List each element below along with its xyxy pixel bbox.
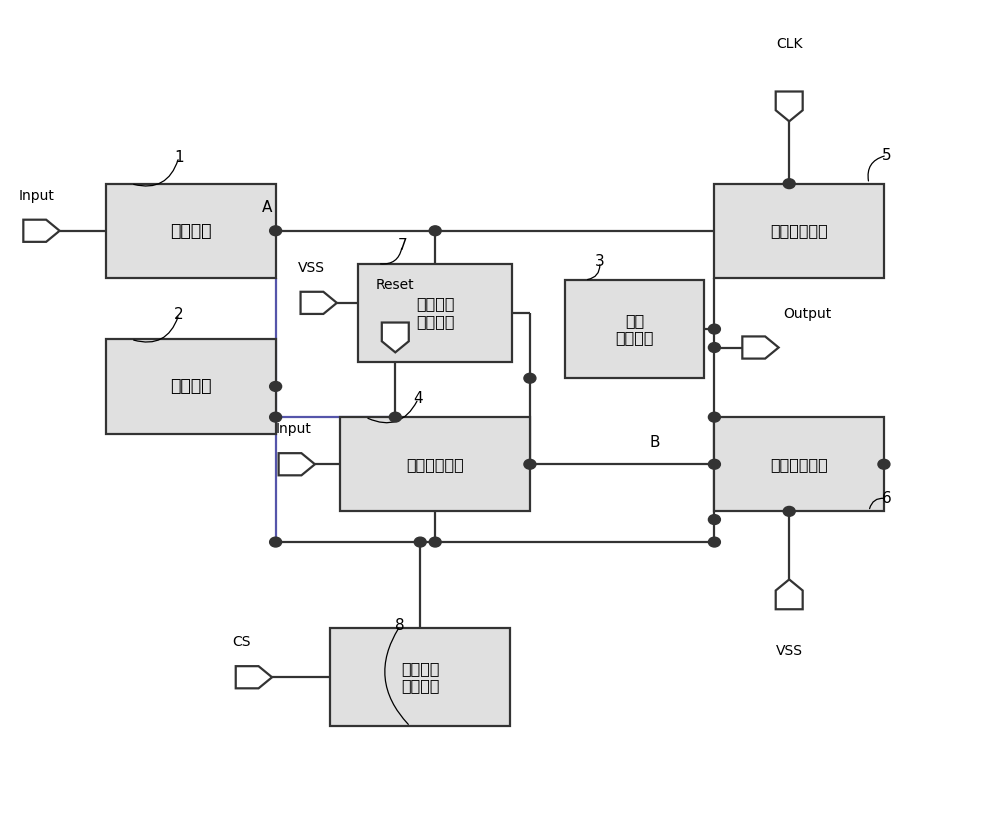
Circle shape xyxy=(270,412,282,422)
Text: 6: 6 xyxy=(882,492,892,506)
Text: 第二节点
稳定模块: 第二节点 稳定模块 xyxy=(401,661,439,694)
Circle shape xyxy=(270,226,282,236)
Circle shape xyxy=(708,515,720,524)
Text: 1: 1 xyxy=(174,150,184,164)
Bar xyxy=(106,339,276,433)
Text: B: B xyxy=(649,435,660,450)
Text: 复位模块: 复位模块 xyxy=(170,377,212,395)
Text: 输入模块: 输入模块 xyxy=(170,222,212,240)
Text: 8: 8 xyxy=(395,618,405,633)
Circle shape xyxy=(708,537,720,547)
Text: VSS: VSS xyxy=(298,261,325,275)
Circle shape xyxy=(414,537,426,547)
Circle shape xyxy=(783,506,795,516)
Circle shape xyxy=(429,226,441,236)
Circle shape xyxy=(389,412,401,422)
Polygon shape xyxy=(236,666,272,688)
Circle shape xyxy=(524,459,536,469)
Text: Input: Input xyxy=(18,189,54,203)
Text: 5: 5 xyxy=(882,148,892,163)
Bar xyxy=(714,183,884,278)
Bar xyxy=(330,628,510,727)
Text: Input: Input xyxy=(276,423,312,436)
Bar xyxy=(358,264,512,362)
Bar xyxy=(340,417,530,511)
Bar xyxy=(565,280,704,378)
Polygon shape xyxy=(382,322,409,353)
Text: CS: CS xyxy=(233,635,251,649)
Text: 电位
维持模块: 电位 维持模块 xyxy=(615,313,654,345)
Polygon shape xyxy=(301,292,337,314)
Text: 第二输出模块: 第二输出模块 xyxy=(770,457,828,472)
Text: Reset: Reset xyxy=(376,278,415,292)
Text: Output: Output xyxy=(784,307,832,321)
Text: VSS: VSS xyxy=(776,644,803,658)
Text: 第一输出模块: 第一输出模块 xyxy=(770,224,828,238)
Circle shape xyxy=(783,178,795,188)
Polygon shape xyxy=(279,453,315,475)
Circle shape xyxy=(270,537,282,547)
Text: 3: 3 xyxy=(595,254,605,270)
Text: 节点控制模块: 节点控制模块 xyxy=(406,457,464,472)
Polygon shape xyxy=(776,91,803,122)
Circle shape xyxy=(708,459,720,469)
Circle shape xyxy=(708,324,720,334)
Bar xyxy=(714,417,884,511)
Circle shape xyxy=(270,381,282,391)
Text: 4: 4 xyxy=(413,391,423,406)
Circle shape xyxy=(708,343,720,353)
Text: 2: 2 xyxy=(174,307,184,322)
Text: CLK: CLK xyxy=(776,36,802,50)
Polygon shape xyxy=(776,580,803,609)
Polygon shape xyxy=(23,219,60,242)
Text: A: A xyxy=(262,201,273,215)
Polygon shape xyxy=(742,336,779,358)
Circle shape xyxy=(708,412,720,422)
Text: 第一节点
稳定模块: 第一节点 稳定模块 xyxy=(416,297,454,329)
Circle shape xyxy=(524,373,536,383)
Bar xyxy=(106,183,276,278)
Circle shape xyxy=(429,537,441,547)
Text: 7: 7 xyxy=(397,238,407,253)
Circle shape xyxy=(878,459,890,469)
